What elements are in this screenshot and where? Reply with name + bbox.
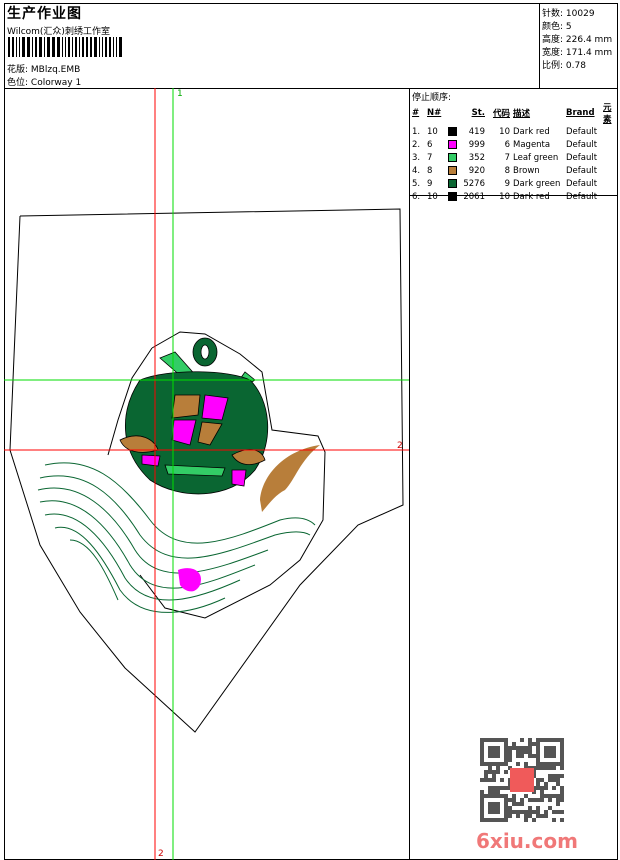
- row-code: 9: [504, 178, 510, 189]
- row-index: 4.: [412, 165, 421, 176]
- stitch-count: 针数: 10029: [542, 9, 595, 19]
- color-count: 颜色: 5: [542, 22, 572, 32]
- row-brand: Default: [566, 139, 598, 150]
- row-brand: Default: [566, 126, 598, 137]
- color-swatch-box: [448, 178, 457, 188]
- row-description: Magenta: [513, 139, 551, 150]
- qr-code: [480, 738, 564, 822]
- table-row: 6. 10 2061 10 Dark red Default: [412, 190, 620, 203]
- seal-stamp: [510, 768, 534, 792]
- color-swatch: [448, 164, 463, 177]
- table-header: # N# St. 代码 描述 Brand 元素: [412, 101, 620, 125]
- row-needle: 7: [427, 152, 433, 163]
- color-swatch-box: [448, 126, 457, 136]
- row-needle: 6: [427, 139, 433, 150]
- row-index: 2.: [412, 139, 421, 150]
- color-swatch: [448, 125, 463, 138]
- row-code: 8: [504, 165, 510, 176]
- marker-red-h-label: 2: [397, 441, 403, 451]
- design-outline: [9, 208, 404, 733]
- color-swatch: [448, 138, 463, 151]
- row-description: Dark red: [513, 126, 550, 137]
- colorway-value: Colorway 1: [30, 78, 82, 88]
- col-code: 代码: [492, 109, 510, 119]
- table-row: 3. 7 352 7 Leaf green Default: [412, 151, 620, 164]
- color-swatch: [448, 177, 463, 190]
- color-swatch-box: [448, 152, 457, 162]
- col-element: 元素: [603, 103, 612, 125]
- colorway: 色位: Colorway 1: [7, 75, 81, 88]
- row-stitches: 5276: [463, 178, 485, 189]
- marker-green-label: 1: [177, 89, 183, 99]
- color-swatch: [448, 151, 463, 164]
- company-name: Wilcom(汇众)刺绣工作室: [7, 27, 110, 37]
- color-swatch-box: [448, 191, 457, 201]
- color-swatch-box: [448, 139, 457, 149]
- design-value: MBlzq.EMB: [30, 65, 81, 75]
- crosshairs: [4, 88, 409, 860]
- row-code: 6: [504, 139, 510, 150]
- row-code: 10: [499, 191, 510, 202]
- table-row: 5. 9 5276 9 Dark green Default: [412, 177, 620, 190]
- color-swatch: [448, 190, 463, 203]
- row-stitches: 920: [468, 165, 485, 176]
- row-index: 6.: [412, 191, 421, 202]
- design-scale: 比例: 0.78: [542, 61, 586, 71]
- col-stitches: St.: [471, 108, 485, 118]
- design-label: 花版:: [7, 65, 29, 75]
- stop-sequence-table: # N# St. 代码 描述 Brand 元素 1. 10 419 10 Dark re…: [412, 101, 620, 203]
- col-index: #: [412, 108, 420, 118]
- row-stitches: 419: [468, 126, 485, 137]
- page-title: 生产作业图: [7, 6, 82, 22]
- row-code: 7: [504, 152, 510, 163]
- col-needle: N#: [427, 108, 442, 118]
- row-stitches: 2061: [463, 191, 485, 202]
- row-description: Dark green: [513, 178, 561, 189]
- row-description: Brown: [513, 165, 540, 176]
- watermark-logo: 6xiu.com: [476, 829, 578, 853]
- row-index: 3.: [412, 152, 421, 163]
- row-needle: 10: [427, 191, 438, 202]
- row-brand: Default: [566, 165, 598, 176]
- row-index: 1.: [412, 126, 421, 137]
- row-code: 10: [499, 126, 510, 137]
- row-brand: Default: [566, 152, 598, 163]
- color-swatch-box: [448, 165, 457, 175]
- design-name: 花版: MBlzq.EMB: [7, 62, 80, 75]
- design-width: 宽度: 171.4 mm: [542, 48, 613, 58]
- table-row: 2. 6 999 6 Magenta Default: [412, 138, 620, 151]
- row-brand: Default: [566, 178, 598, 189]
- wave-lines: [37, 462, 316, 613]
- row-needle: 8: [427, 165, 433, 176]
- row-brand: Default: [566, 191, 598, 202]
- col-brand: Brand: [566, 108, 595, 118]
- row-description: Dark red: [513, 191, 550, 202]
- col-description: 描述: [513, 109, 531, 119]
- row-stitches: 352: [468, 152, 485, 163]
- colorway-label: 色位:: [7, 78, 29, 88]
- crest-embroidery: [119, 337, 320, 592]
- row-description: Leaf green: [513, 152, 559, 163]
- row-needle: 10: [427, 126, 438, 137]
- table-row: 1. 10 419 10 Dark red Default: [412, 125, 620, 138]
- row-index: 5.: [412, 178, 421, 189]
- design-height: 高度: 226.4 mm: [542, 35, 613, 45]
- barcode: [8, 37, 122, 57]
- row-needle: 9: [427, 178, 433, 189]
- row-stitches: 999: [468, 139, 485, 150]
- stop-sequence-title: 停止顺序:: [412, 93, 452, 103]
- stop-sequence-frame: [409, 88, 618, 196]
- table-row: 4. 8 920 8 Brown Default: [412, 164, 620, 177]
- marker-red-v-label: 2: [158, 849, 164, 859]
